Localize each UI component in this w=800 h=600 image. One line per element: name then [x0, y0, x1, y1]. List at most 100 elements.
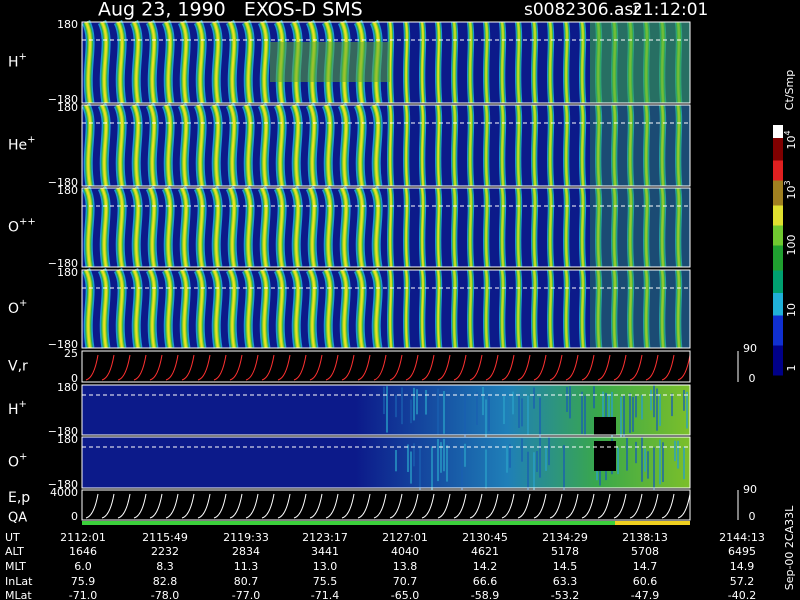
- trace: [341, 493, 355, 519]
- swirl: [213, 187, 220, 268]
- streak: [569, 386, 571, 419]
- qa-bar: [82, 521, 615, 525]
- streak: [683, 446, 685, 480]
- row-value: 8.3: [156, 560, 174, 573]
- swirl: [677, 187, 680, 268]
- row-value: 3441: [311, 545, 339, 558]
- trace: [325, 354, 339, 381]
- streak: [611, 391, 613, 441]
- trace: [581, 493, 595, 519]
- trace: [277, 354, 291, 381]
- label-text: H: [8, 55, 19, 71]
- swirl: [325, 187, 332, 268]
- trace: [501, 493, 515, 519]
- streak: [626, 438, 628, 471]
- swirl: [261, 187, 268, 268]
- streak: [635, 395, 637, 418]
- tick-label: 180: [57, 184, 78, 197]
- swirl: [245, 104, 252, 187]
- swirl: [517, 187, 520, 268]
- colorbar-segment: [773, 270, 783, 293]
- streak: [602, 391, 604, 423]
- swirl: [117, 104, 124, 187]
- colorbar-label: 1: [785, 365, 798, 372]
- streak: [677, 440, 679, 469]
- label-sup: +: [27, 135, 35, 146]
- streak: [674, 440, 676, 462]
- panel-frame: [81, 489, 691, 521]
- trace: [645, 354, 659, 381]
- streak: [431, 446, 433, 492]
- swirl: [453, 269, 456, 349]
- streak: [683, 389, 685, 411]
- right-tick-label: 90: [743, 483, 757, 496]
- region: [270, 42, 390, 82]
- row-value: 2115:49: [142, 531, 188, 544]
- note: Sep-00 2CA33L: [783, 505, 796, 590]
- trace: [149, 354, 163, 381]
- row-value: 14.2: [473, 560, 498, 573]
- panel-frame: [81, 384, 691, 436]
- swirl: [133, 104, 140, 187]
- colorbar-label-text: 100: [785, 235, 798, 256]
- row-value: 11.3: [234, 560, 259, 573]
- tick-label: 25: [64, 347, 78, 360]
- swirl: [149, 269, 156, 349]
- trace: [357, 493, 371, 519]
- tick-label: −180: [48, 176, 78, 189]
- swirl: [533, 269, 536, 349]
- trace: [165, 354, 179, 381]
- tick-label: 180: [57, 266, 78, 279]
- streak: [485, 399, 487, 448]
- streak: [413, 387, 415, 421]
- trace: [501, 354, 515, 381]
- row-value: 66.6: [473, 575, 498, 588]
- gap: [594, 441, 616, 471]
- swirl: [389, 269, 392, 349]
- streak: [545, 446, 547, 471]
- trace: [245, 354, 259, 381]
- swirl: [101, 269, 108, 349]
- region: [590, 188, 690, 267]
- tick-label: 180: [57, 433, 78, 446]
- swirl: [485, 187, 488, 268]
- row-value: 2834: [232, 545, 260, 558]
- trace: [661, 354, 675, 381]
- streak: [521, 438, 523, 462]
- streak: [656, 388, 658, 431]
- panel-label: O++: [8, 217, 36, 236]
- trace: [261, 354, 275, 381]
- swirl: [309, 104, 316, 187]
- row-value: 14.7: [633, 560, 658, 573]
- label-sup: +: [19, 52, 27, 63]
- streak: [521, 398, 523, 427]
- swirl: [117, 187, 124, 268]
- streak: [437, 388, 439, 436]
- row-value: -53.2: [551, 589, 579, 600]
- swirl: [245, 269, 252, 349]
- swirl: [277, 104, 284, 187]
- swirl: [533, 21, 536, 104]
- panel-label: QA: [8, 511, 27, 526]
- swirl: [565, 187, 568, 268]
- swirl: [181, 269, 188, 349]
- streak: [539, 437, 541, 478]
- swirl: [581, 187, 584, 268]
- streak: [620, 396, 622, 445]
- panel-label: O+: [8, 298, 27, 317]
- streak: [509, 444, 511, 468]
- streak: [503, 396, 505, 425]
- colorbar-label-text: 10: [785, 136, 798, 150]
- streak: [488, 394, 490, 432]
- streak: [644, 448, 646, 472]
- streak: [563, 445, 565, 495]
- swirl: [133, 269, 140, 349]
- swirl: [325, 104, 332, 187]
- swirl: [149, 187, 156, 268]
- swirl: [661, 104, 664, 187]
- streak: [440, 442, 442, 473]
- streak: [629, 393, 631, 433]
- swirl: [309, 187, 316, 268]
- label-text: He: [8, 138, 27, 154]
